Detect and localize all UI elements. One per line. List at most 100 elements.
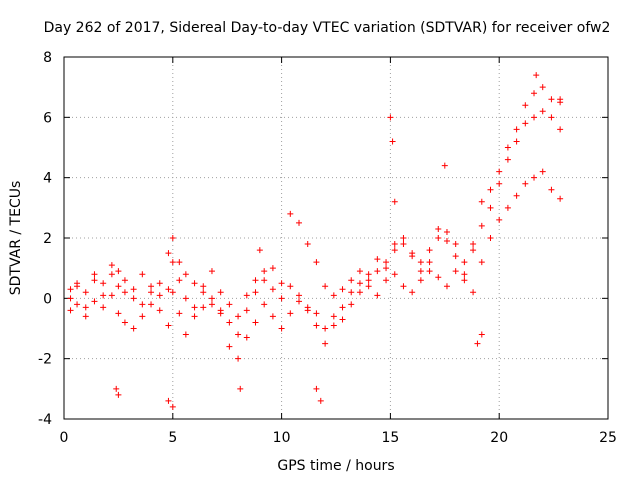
data-point <box>365 283 372 290</box>
data-point <box>539 108 546 115</box>
data-point <box>304 307 311 314</box>
y-tick-label: 0 <box>43 291 52 307</box>
data-point <box>243 307 250 314</box>
data-point <box>113 385 120 392</box>
data-point <box>226 343 233 350</box>
data-point <box>82 289 89 296</box>
x-tick-label: 10 <box>273 430 291 446</box>
data-point <box>389 138 396 145</box>
data-point <box>208 268 215 275</box>
data-point <box>487 204 494 211</box>
data-point <box>322 340 329 347</box>
data-point <box>115 391 122 398</box>
data-point <box>356 268 363 275</box>
data-point <box>504 204 511 211</box>
data-point <box>339 286 346 293</box>
data-point <box>226 301 233 308</box>
y-tick-label: -2 <box>38 352 52 368</box>
data-point <box>148 289 155 296</box>
data-point <box>330 322 337 329</box>
x-tick-label: 25 <box>599 430 617 446</box>
data-point <box>391 241 398 248</box>
grid-lines <box>64 57 608 419</box>
data-point <box>409 253 416 260</box>
data-point <box>139 313 146 320</box>
series-track-a <box>67 108 564 338</box>
data-point <box>504 156 511 163</box>
data-point <box>165 397 172 404</box>
data-point <box>91 277 98 284</box>
data-point <box>443 228 450 235</box>
data-point <box>191 280 198 287</box>
data-point <box>487 235 494 241</box>
data-point <box>156 292 163 299</box>
data-point <box>165 286 172 293</box>
data-point <box>452 268 459 275</box>
data-point <box>478 198 485 205</box>
data-point <box>409 289 416 296</box>
data-point <box>348 301 355 308</box>
data-point <box>139 271 146 278</box>
data-point <box>121 289 128 296</box>
data-point <box>165 250 172 257</box>
data-point <box>121 319 128 326</box>
data-point <box>278 280 285 287</box>
data-point <box>374 292 381 299</box>
data-point <box>400 241 407 248</box>
y-tick-label: -4 <box>38 412 52 428</box>
data-point <box>348 289 355 296</box>
data-point <box>74 301 81 308</box>
data-point <box>313 259 320 266</box>
data-point <box>356 289 363 296</box>
data-point <box>435 274 442 281</box>
data-point <box>91 298 98 305</box>
data-point <box>139 301 146 308</box>
data-point <box>217 289 224 296</box>
data-point <box>130 325 137 332</box>
data-point <box>531 90 538 97</box>
data-point <box>261 301 268 308</box>
data-point <box>435 225 442 232</box>
data-point <box>130 286 137 293</box>
data-point <box>269 286 276 293</box>
data-point <box>417 268 424 275</box>
data-point <box>304 241 311 248</box>
data-point <box>91 271 98 278</box>
data-point <box>443 283 450 290</box>
data-point <box>557 195 564 202</box>
data-point <box>82 304 89 311</box>
data-point <box>452 253 459 260</box>
data-point <box>383 259 390 266</box>
data-point <box>539 168 546 175</box>
data-point <box>548 96 555 103</box>
chart-title: Day 262 of 2017, Sidereal Day-to-day VTE… <box>44 20 611 36</box>
data-point <box>548 114 555 121</box>
data-point <box>496 216 503 223</box>
y-axis-label: SDTVAR / TECUs <box>8 181 24 296</box>
data-point <box>383 265 390 272</box>
data-point <box>383 277 390 284</box>
series-spikes <box>113 72 564 410</box>
data-point <box>182 331 189 338</box>
data-point <box>74 283 81 290</box>
data-point <box>261 277 268 284</box>
data-point <box>478 259 485 266</box>
series-track-c <box>67 84 564 320</box>
data-points <box>67 72 564 410</box>
data-point <box>108 292 115 299</box>
data-point <box>330 292 337 299</box>
data-point <box>533 72 540 79</box>
data-point <box>100 304 107 311</box>
data-point <box>539 84 546 91</box>
data-point <box>470 241 477 248</box>
data-point <box>243 292 250 299</box>
data-point <box>176 259 183 266</box>
y-tick-labels: -4 -2 0 2 4 6 8 <box>38 50 52 428</box>
data-point <box>330 313 337 320</box>
data-point <box>100 292 107 299</box>
data-point <box>339 316 346 323</box>
data-point <box>557 96 564 103</box>
data-point <box>474 340 481 347</box>
data-point <box>278 295 285 302</box>
